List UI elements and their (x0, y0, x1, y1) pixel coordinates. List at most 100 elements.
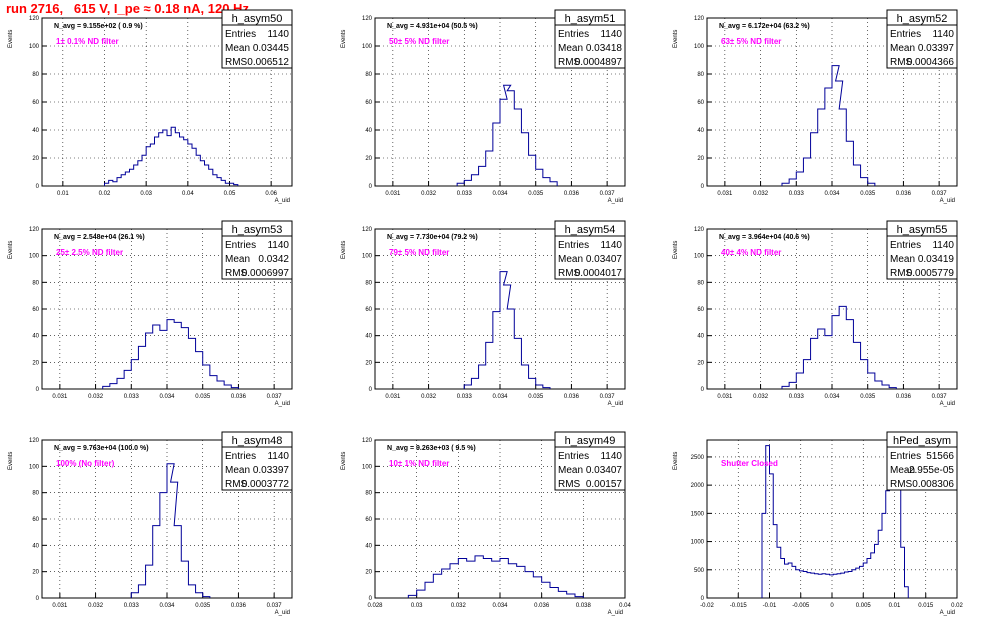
histogram-bars (761, 445, 909, 598)
x-axis-label: A_uid (940, 198, 955, 204)
y-tick-label: 2000 (691, 483, 705, 489)
stats-key: Mean (225, 43, 250, 54)
x-tick-label: 0.032 (753, 394, 769, 400)
x-tick-label: -0.005 (792, 603, 810, 609)
y-axis-label: Events (341, 241, 347, 259)
stats-key: Entries (558, 29, 589, 40)
y-tick-label: 120 (694, 227, 705, 233)
histogram-bars (102, 319, 239, 389)
x-tick-label: 0.035 (195, 394, 211, 400)
stats-value: 0.03397 (253, 465, 290, 476)
n-avg-label: N_avg = 9.263e+03 ( 9.5 %) (387, 445, 476, 452)
y-tick-label: 60 (365, 307, 372, 313)
filter-label: 50± 5% ND filter (389, 37, 449, 46)
stats-value: 1140 (267, 240, 289, 251)
filter-label: 1± 0.1% ND filter (56, 37, 119, 46)
x-tick-label: 0.034 (824, 191, 840, 197)
histogram-bars (130, 463, 211, 598)
stats-title: h_asym55 (897, 224, 948, 236)
y-tick-label: 100 (362, 44, 373, 50)
x-tick-label: 0 (830, 603, 834, 609)
x-tick-label: 0.035 (860, 191, 876, 197)
stats-box (221, 220, 293, 280)
x-tick-label: 0.031 (717, 394, 733, 400)
stats-box (554, 220, 626, 280)
stats-key: RMS (890, 57, 913, 68)
stats-value: 0.0004897 (575, 57, 623, 68)
stats-key: Entries (558, 240, 589, 251)
y-tick-label: 0 (36, 184, 40, 190)
stats-box (554, 9, 626, 69)
stats-key: Entries (225, 240, 256, 251)
stats-key: RMS (558, 268, 581, 279)
n-avg-label: N_avg = 6.172e+04 (63.2 %) (719, 23, 810, 30)
filter-label: 40± 4% ND filter (721, 248, 781, 257)
x-axis-label: A_uid (608, 198, 623, 204)
n-avg-label: N_avg = 4.931e+04 (50.5 %) (387, 23, 478, 30)
x-tick-label: 0.03 (140, 191, 152, 197)
stats-key: Mean (890, 254, 915, 265)
y-tick-label: 100 (694, 254, 705, 260)
x-tick-label: 0.05 (224, 191, 236, 197)
stats-title: h_asym54 (565, 224, 616, 236)
stats-key: Mean (558, 465, 583, 476)
stats-value: 0.006512 (247, 57, 289, 68)
x-tick-label: 0.036 (231, 394, 247, 400)
x-tick-label: -0.02 (700, 603, 714, 609)
y-tick-label: 20 (697, 360, 704, 366)
x-tick-label: 0.031 (717, 191, 733, 197)
stats-value: 1140 (267, 29, 289, 40)
x-tick-label: 0.036 (534, 603, 550, 609)
y-tick-label: 500 (694, 568, 705, 574)
stats-title: h_asym50 (232, 13, 283, 25)
y-tick-label: 60 (697, 307, 704, 313)
stats-value: 1140 (267, 451, 289, 462)
y-tick-label: 120 (362, 227, 373, 233)
stats-key: RMS (225, 268, 248, 279)
stats-key: Mean (225, 465, 250, 476)
y-tick-label: 120 (362, 16, 373, 22)
y-tick-label: 80 (32, 72, 39, 78)
x-tick-label: 0.032 (451, 603, 467, 609)
filter-label: 100% (No filter) (56, 459, 115, 468)
x-tick-label: 0.02 (951, 603, 963, 609)
y-tick-label: 20 (365, 360, 372, 366)
y-tick-label: 40 (365, 543, 372, 549)
stats-value: 0.0005779 (907, 268, 955, 279)
y-axis-label: Events (8, 241, 14, 259)
y-tick-label: 0 (701, 596, 705, 602)
x-tick-label: 0.034 (492, 191, 508, 197)
x-tick-label: 0.034 (159, 603, 175, 609)
y-tick-label: 120 (29, 438, 40, 444)
y-tick-label: 80 (697, 280, 704, 286)
stats-value: 0.0342 (258, 254, 289, 265)
y-tick-label: 100 (362, 254, 373, 260)
x-tick-label: 0.005 (856, 603, 872, 609)
stats-value: 0.0006997 (242, 268, 290, 279)
y-tick-label: 80 (365, 280, 372, 286)
x-tick-label: 0.035 (860, 394, 876, 400)
stats-value: 1140 (600, 451, 622, 462)
stats-value: 0.03418 (586, 43, 623, 54)
x-tick-label: 0.034 (492, 603, 508, 609)
n-avg-label: N_avg = 7.730e+04 (79.2 %) (387, 234, 478, 241)
y-tick-label: 40 (32, 543, 39, 549)
x-tick-label: 0.036 (896, 191, 912, 197)
stats-value: 0.03419 (918, 254, 955, 265)
x-tick-label: 0.033 (789, 394, 805, 400)
stats-box (554, 431, 626, 491)
x-tick-label: 0.032 (88, 603, 104, 609)
y-tick-label: 60 (32, 307, 39, 313)
x-tick-label: 0.036 (896, 394, 912, 400)
stats-key: Entries (558, 451, 589, 462)
x-tick-label: 0.04 (619, 603, 631, 609)
stats-key: Mean (225, 254, 250, 265)
filter-label: 63± 5% ND filter (721, 37, 781, 46)
y-tick-label: 80 (32, 491, 39, 497)
x-tick-label: 0.037 (600, 394, 616, 400)
x-tick-label: 0.01 (57, 191, 69, 197)
x-tick-label: 0.037 (600, 191, 616, 197)
x-tick-label: -0.01 (763, 603, 777, 609)
x-tick-label: 0.06 (265, 191, 277, 197)
x-tick-label: 0.034 (824, 394, 840, 400)
